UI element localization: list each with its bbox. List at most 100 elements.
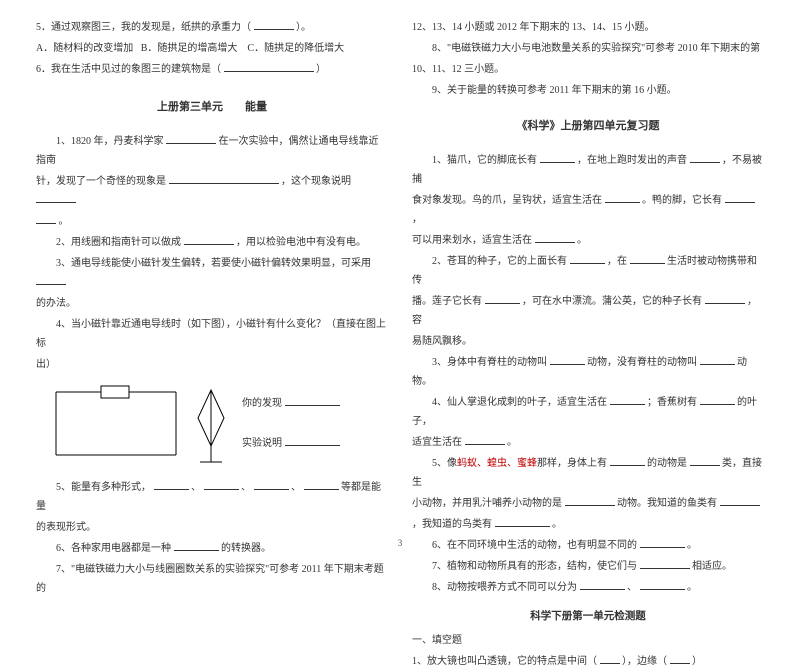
blank <box>725 194 755 203</box>
r1: 12、13、14 小题或 2012 年下期末的 13、14、15 小题。 <box>412 18 764 37</box>
q5-close: ）。 <box>296 22 311 33</box>
blank <box>610 396 645 405</box>
blank <box>600 655 620 664</box>
blank <box>166 135 216 144</box>
q6-text: 6．我在生活中见过的象图三的建筑物是（ <box>36 64 221 75</box>
options-line: A．随材料的改变增加 B．随拱足的增高增大 C．随拱足的降低增大 <box>36 39 388 58</box>
blank <box>535 234 575 243</box>
blank <box>700 356 735 365</box>
rq7: 7、植物和动物所具有的形态，结构，使它们与 相适应。 <box>412 557 764 576</box>
rq6: 6、在不同环境中生活的动物，也有明显不同的 。 <box>412 536 764 555</box>
rq2-l3: 易随风飘移。 <box>412 332 764 351</box>
blank <box>580 581 625 590</box>
rq4-l2: 适宜生活在 。 <box>412 433 764 452</box>
unit3-title: 上册第三单元 能量 <box>36 97 388 118</box>
exp-label: 实验说明 <box>242 438 282 449</box>
opt-b: B．随拱足的增高增大 <box>141 43 238 54</box>
blank <box>465 436 505 445</box>
q4d: 适宜生活在 <box>412 437 462 448</box>
p5a: 5、能量有多种形式， <box>56 482 151 493</box>
blank <box>640 581 685 590</box>
q1g: 可以用来划水，适宜生活在 <box>412 235 532 246</box>
p2b: ，用以检验电池中有没有电。 <box>236 237 366 248</box>
blank <box>254 481 289 490</box>
l1c: ） <box>692 656 702 667</box>
q3b: 动物，没有脊柱的动物叫 <box>587 357 697 368</box>
p5c: 、 <box>241 482 251 493</box>
q8b: 、 <box>627 582 637 593</box>
q5b: 的动物是 <box>647 458 687 469</box>
q1b: ，在地上跑时发出的声音 <box>577 155 687 166</box>
rq5-l1: 5、像蚂蚁、蝗虫、蜜蜂那样，身体上有 的动物是 类，直接生 <box>412 454 764 492</box>
q2e: ，可在水中漂流。蒲公英，它的种子长有 <box>522 296 702 307</box>
q4e: 。 <box>507 437 517 448</box>
blank <box>285 397 340 406</box>
blank <box>184 236 234 245</box>
fill-title: 一、填空题 <box>412 631 764 650</box>
left-column: 5．通过观察图三，我的发现是，纸拱的承重力（ ）。 A．随材料的改变增加 B．随… <box>24 18 400 544</box>
rq1-l1: 1、猫爪，它的脚底长有 ，在地上跑时发出的声音 ，不易被捕 <box>412 151 764 189</box>
rq1-l2: 食对象发现。鸟的爪，呈钩状，适宜生活在 。鸭的脚，它长有 ， <box>412 191 764 229</box>
r2b: 10、11、12 三小题。 <box>412 60 764 79</box>
q1e: 。鸭的脚，它长有 <box>642 195 722 206</box>
blank <box>570 255 605 264</box>
p1d: ，这个现象说明 <box>281 176 351 187</box>
q5-line: 5．通过观察图三，我的发现是，纸拱的承重力（ ）。 <box>36 18 388 37</box>
rq4-l1: 4、仙人掌退化成刺的叶子，适宜生活在 ；香蕉树有 的叶子， <box>412 393 764 431</box>
blank <box>640 539 685 548</box>
right-column: 12、13、14 小题或 2012 年下期末的 13、14、15 小题。 8、"… <box>400 18 776 544</box>
q8a: 8、动物按喂养方式不同可以分为 <box>432 582 577 593</box>
p1a: 1、1820 年，丹麦科学家 <box>56 136 164 147</box>
blank <box>705 295 745 304</box>
blank <box>540 154 575 163</box>
q1h: 。 <box>577 235 587 246</box>
l1b: ），边缘（ <box>622 656 667 667</box>
rq3: 3、身体中有脊柱的动物叫 动物，没有脊柱的动物叫 动物。 <box>412 353 764 391</box>
p1-line3: 。 <box>36 212 388 231</box>
blank <box>690 457 720 466</box>
q2b: ，在 <box>607 256 627 267</box>
blank <box>720 497 760 506</box>
q5f: ，我知道的鸟类有 <box>412 519 492 530</box>
blank <box>485 295 520 304</box>
blank <box>605 194 640 203</box>
p6b: 的转换器。 <box>221 543 271 554</box>
q2a: 2、苍耳的种子，它的上面长有 <box>432 256 567 267</box>
p2a: 2、用线圈和指南针可以做成 <box>56 237 181 248</box>
blank <box>285 437 340 446</box>
q5g: 。 <box>552 519 562 530</box>
opt-a: A．随材料的改变增加 <box>36 43 133 54</box>
exp-label-row: 实验说明 <box>242 433 340 455</box>
blank <box>36 276 66 285</box>
blank <box>610 457 645 466</box>
q6a: 6、在不同环境中生活的动物，也有明显不同的 <box>432 540 637 551</box>
p3-line2: 的办法。 <box>36 294 388 313</box>
blank <box>36 215 56 224</box>
q1d: 食对象发现。鸟的爪，呈钩状，适宜生活在 <box>412 195 602 206</box>
q8c: 。 <box>687 582 697 593</box>
lower-q1: 1、放大镜也叫凸透镜，它的特点是中间（ ），边缘（ ） <box>412 652 764 671</box>
blank <box>700 396 735 405</box>
q4b: ；香蕉树有 <box>647 397 697 408</box>
p5d: 、 <box>291 482 301 493</box>
blank <box>224 63 314 72</box>
blank <box>169 175 279 184</box>
q1a: 1、猫爪，它的脚底长有 <box>432 155 537 166</box>
p3a: 3、通电导线能使小磁针发生偏转，若要使小磁针偏转效果明显，可采用 <box>56 258 371 269</box>
q1f: ， <box>412 214 422 225</box>
blank <box>204 481 239 490</box>
p3-line1: 3、通电导线能使小磁针发生偏转，若要使小磁针偏转效果明显，可采用 <box>36 254 388 292</box>
blank <box>630 255 665 264</box>
find-label: 你的发现 <box>242 398 282 409</box>
rq2-l1: 2、苍耳的种子，它的上面长有 ，在 生活时被动物携带和传 <box>412 252 764 290</box>
q5d: 小动物，并用乳汁哺养小动物的是 <box>412 498 562 509</box>
page-number: 3 <box>398 538 403 548</box>
q3a: 3、身体中有脊柱的动物叫 <box>432 357 547 368</box>
blank <box>174 542 219 551</box>
p6a: 6、各种家用电器都是一种 <box>56 543 171 554</box>
q7b: 相适应。 <box>692 561 732 572</box>
rq5-l2: 小动物，并用乳汁哺养小动物的是 动物。我知道的鱼类有 <box>412 494 764 513</box>
p1-line1: 1、1820 年，丹麦科学家 在一次实验中，偶然让通电导线靠近指南 <box>36 132 388 170</box>
r3: 9、关于能量的转换可参考 2011 年下期末的第 16 小题。 <box>412 81 764 100</box>
blank <box>690 154 720 163</box>
